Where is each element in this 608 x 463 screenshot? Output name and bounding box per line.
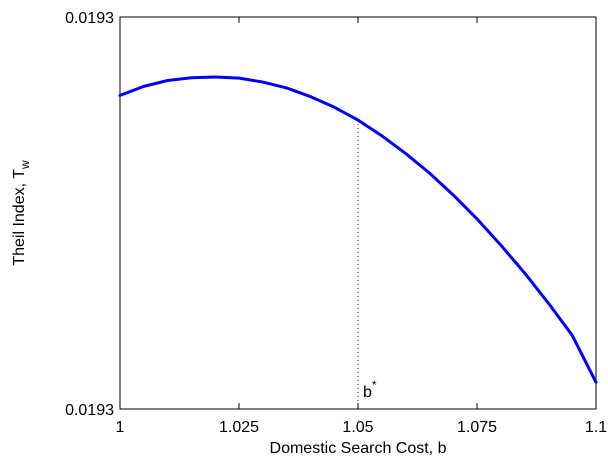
annotation-main: b xyxy=(363,384,372,401)
annotation-superscript: * xyxy=(372,378,377,392)
y-tick-label: 0.0193 xyxy=(65,10,114,27)
y-axis-label-subscript: w xyxy=(18,160,32,170)
b-star-annotation: b* xyxy=(363,378,377,401)
y-axis-label: Theil Index, Tw xyxy=(11,160,32,266)
series-group xyxy=(118,75,598,384)
y-axis-label-main: Theil Index, T xyxy=(11,169,28,266)
x-tick-label: 1.05 xyxy=(342,419,373,436)
x-tick-label: 1.1 xyxy=(585,419,607,436)
x-tick-label: 1 xyxy=(116,419,125,436)
x-axis-label: Domestic Search Cost, b xyxy=(270,440,447,457)
x-tick-label: 1.075 xyxy=(457,419,497,436)
axis-ticks: 1 1.025 1.05 1.075 1.1 0.0193 0.0193 xyxy=(65,10,607,436)
theil-index-series-line xyxy=(118,75,598,384)
y-tick-label: 0.0193 xyxy=(65,402,114,419)
x-tick-label: 1.025 xyxy=(219,419,259,436)
